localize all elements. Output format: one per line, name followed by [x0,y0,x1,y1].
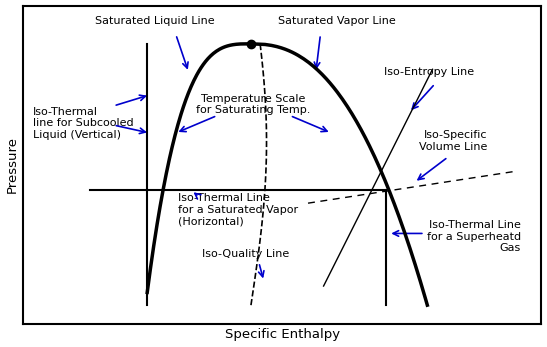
Text: Iso-Thermal
line for Subcooled
Liquid (Vertical): Iso-Thermal line for Subcooled Liquid (V… [33,107,133,140]
Text: Temperature Scale
for Saturating Temp.: Temperature Scale for Saturating Temp. [196,94,311,115]
Text: Iso-Entropy Line: Iso-Entropy Line [384,67,474,77]
Text: Saturated Vapor Line: Saturated Vapor Line [278,17,395,26]
X-axis label: Specific Enthalpy: Specific Enthalpy [224,329,340,341]
Y-axis label: Pressure: Pressure [5,136,19,193]
Text: Iso-Thermal Line
for a Superheatd
Gas: Iso-Thermal Line for a Superheatd Gas [427,220,521,253]
Text: Iso-Quality Line: Iso-Quality Line [202,249,289,259]
Text: Saturated Liquid Line: Saturated Liquid Line [95,17,215,26]
Text: Iso-Thermal Line
for a Saturated Vapor
(Horizontal): Iso-Thermal Line for a Saturated Vapor (… [178,193,299,226]
Text: Iso-Specific
Volume Line: Iso-Specific Volume Line [418,130,487,152]
